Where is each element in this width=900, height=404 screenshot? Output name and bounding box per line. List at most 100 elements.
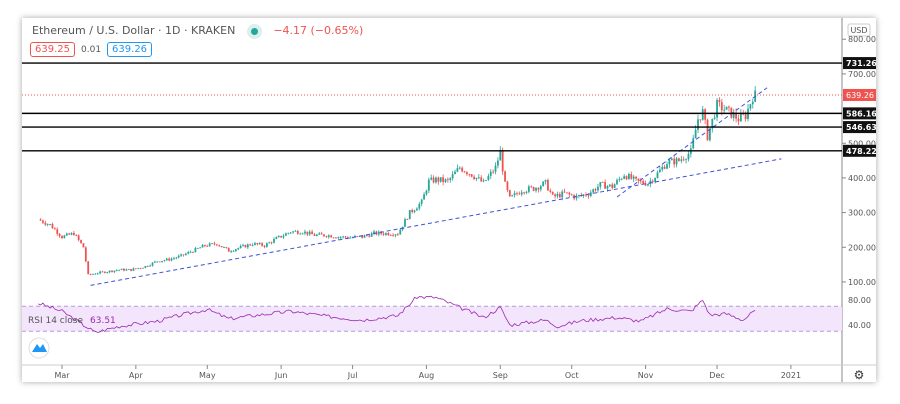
candle-body: [658, 169, 661, 173]
candle-body: [385, 233, 387, 235]
candle-body: [256, 243, 259, 245]
candle-body: [292, 231, 294, 233]
candle-body: [225, 247, 228, 248]
candle-body: [668, 160, 671, 165]
candle-body: [523, 192, 526, 194]
candle-body: [539, 186, 542, 190]
candle-body: [170, 258, 173, 261]
candle-body: [497, 160, 499, 166]
candle-body: [153, 261, 156, 263]
candle-body: [65, 233, 68, 236]
candle-body: [158, 261, 161, 263]
candle-body: [108, 270, 111, 273]
candle-body: [380, 231, 383, 234]
candle-body: [494, 165, 497, 172]
candle-body: [61, 235, 63, 239]
candle-body: [701, 109, 704, 120]
y-tick-label: 800.00: [848, 35, 876, 44]
candle-body: [220, 246, 223, 248]
candle-body: [592, 189, 595, 193]
candle-body: [544, 179, 547, 182]
candle-body: [106, 272, 109, 273]
candle-body: [623, 176, 626, 179]
x-tick-label: Sep: [493, 371, 508, 380]
candle-body: [435, 177, 437, 183]
candle-body: [437, 177, 440, 182]
y-tick-label: 500.00: [848, 139, 876, 148]
candle-body: [704, 109, 707, 120]
candle-body: [582, 194, 585, 196]
candle-body: [246, 244, 249, 248]
candle-body: [113, 270, 116, 272]
candle-body: [611, 184, 614, 188]
candle-body: [99, 271, 102, 274]
settings-gear-icon[interactable]: ⚙: [854, 368, 865, 382]
candle-body: [230, 251, 233, 253]
bid-price[interactable]: 639.25: [30, 42, 75, 57]
chart-card: USD 800.00 700.00 500.00 400.00 300.00 200.00 1…: [22, 18, 876, 382]
candle-body: [709, 128, 711, 141]
quote-box: 639.25 0.01 639.26: [30, 42, 153, 57]
candle-body: [213, 243, 216, 245]
candle-body: [654, 177, 657, 182]
candle-body: [196, 248, 199, 249]
x-tick-label: Oct: [565, 371, 579, 380]
candle-body: [425, 190, 428, 195]
tradingview-logo-icon: [32, 344, 47, 352]
candle-body: [63, 235, 66, 239]
rsi-tick-label: 80.00: [848, 296, 871, 305]
candle-body: [499, 150, 502, 161]
candle-body: [56, 229, 59, 234]
candle-body: [201, 244, 204, 248]
candle-body: [242, 245, 244, 246]
candle-body: [637, 178, 640, 181]
candle-body: [163, 260, 166, 262]
candle-body: [670, 158, 673, 161]
candle-body: [697, 119, 699, 130]
x-tick-label: Nov: [638, 371, 654, 380]
candle-body: [120, 268, 123, 270]
candle-body: [239, 245, 242, 248]
level-price-tag: [843, 121, 876, 134]
candle-body: [744, 114, 747, 120]
candle-body: [461, 167, 464, 172]
candle-body: [146, 266, 149, 267]
candle-body: [177, 255, 180, 258]
candle-body: [311, 231, 314, 235]
candle-body: [254, 243, 256, 246]
candle-body: [558, 194, 561, 198]
candle-body: [713, 117, 716, 119]
candle-body: [432, 177, 435, 183]
candle-body: [642, 180, 645, 184]
candle-body: [251, 245, 254, 246]
candle-body: [501, 150, 504, 172]
x-tick-label: Jul: [347, 371, 358, 380]
candle-body: [406, 219, 409, 220]
level-price-label: 586.16: [846, 109, 876, 118]
candle-body: [206, 245, 209, 247]
candle-body: [554, 194, 556, 197]
y-tick-label: 400.00: [848, 174, 876, 183]
candle-body: [454, 171, 456, 175]
candle-body: [616, 179, 618, 185]
candle-body: [87, 261, 90, 275]
candle-body: [261, 243, 263, 246]
candle-body: [125, 269, 128, 271]
candle-body: [344, 236, 347, 238]
candle-body: [377, 231, 380, 235]
x-tick-label: Dec: [709, 371, 724, 380]
candle-body: [194, 248, 197, 253]
candle-body: [601, 182, 604, 183]
candle-body: [570, 194, 573, 196]
x-tick-label: 2021: [781, 371, 801, 380]
symbol-title: Ethereum / U.S. Dollar · 1D · KRAKEN: [32, 24, 236, 37]
candle-body: [725, 106, 728, 110]
rsi-band: [22, 306, 842, 332]
candle-body: [430, 177, 433, 180]
level-price-tag: [843, 144, 876, 157]
candle-body: [732, 112, 735, 118]
candle-body: [666, 164, 668, 169]
ask-price[interactable]: 639.26: [107, 42, 153, 57]
rsi-value: 63.51: [90, 316, 116, 326]
